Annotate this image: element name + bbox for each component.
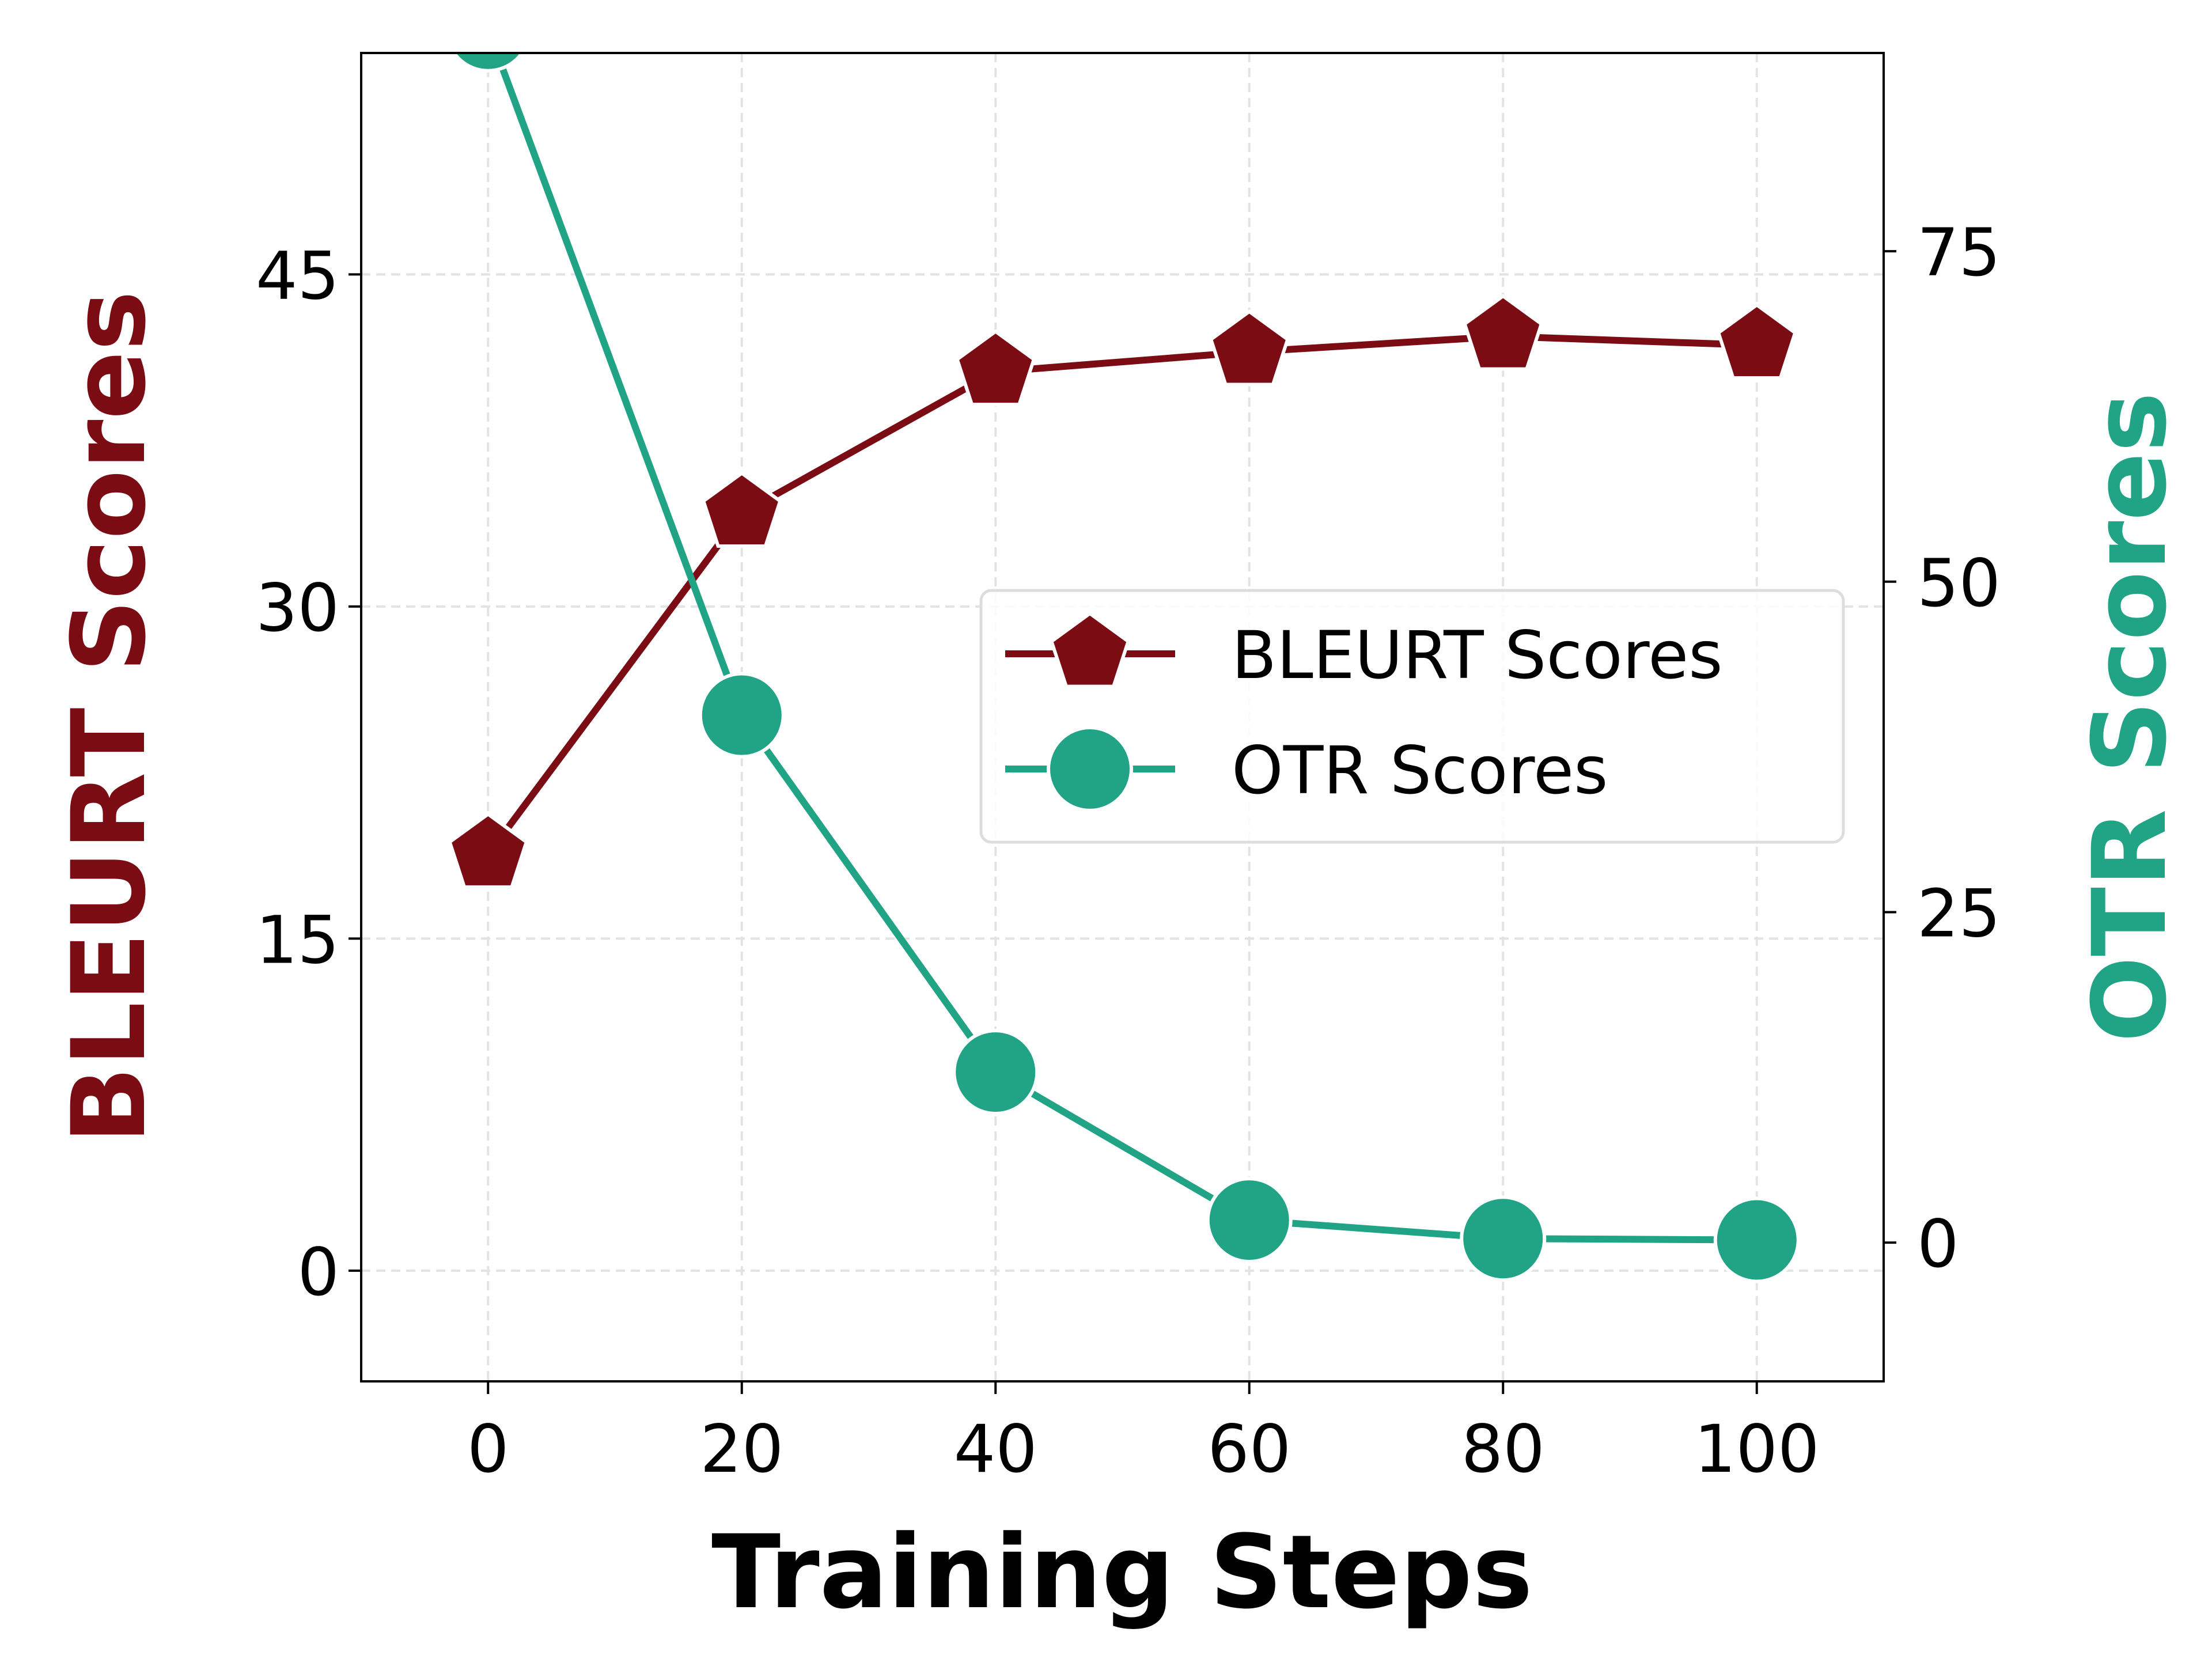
legend-marker-otr xyxy=(1047,726,1133,812)
bleurt-point xyxy=(448,812,529,889)
legend-label-otr: OTR Scores xyxy=(1232,732,1608,809)
legend: BLEURT Scores OTR Scores xyxy=(979,589,1845,844)
y-axis-left-title: BLEURT Scores xyxy=(50,290,168,1143)
y-right-tick-label: 25 xyxy=(1917,875,2001,952)
y-axis-left: 0 15 30 45 xyxy=(256,237,361,1310)
x-tick-label: 40 xyxy=(954,1411,1037,1487)
x-axis: 0 20 40 60 80 100 xyxy=(467,1381,1820,1487)
legend-marker-bleurt xyxy=(1049,611,1131,688)
legend-label-bleurt: BLEURT Scores xyxy=(1232,617,1723,694)
x-tick-label: 100 xyxy=(1694,1411,1820,1487)
legend-box xyxy=(979,589,1845,844)
x-tick-label: 80 xyxy=(1461,1411,1545,1487)
y-left-tick-label: 15 xyxy=(256,902,339,978)
y-axis-right-title: OTR Scores xyxy=(2071,392,2189,1042)
y-right-tick-label: 50 xyxy=(1917,545,2001,622)
y-right-tick-label: 0 xyxy=(1917,1206,1959,1282)
x-tick-label: 60 xyxy=(1207,1411,1291,1487)
y-left-tick-label: 45 xyxy=(256,237,339,314)
bleurt-point xyxy=(955,329,1036,407)
otr-point xyxy=(452,53,524,73)
series-layer xyxy=(448,53,1800,1283)
otr-point xyxy=(1460,1195,1547,1282)
x-axis-title: Training Steps xyxy=(711,1513,1533,1631)
otr-point xyxy=(1206,1177,1293,1264)
otr-point xyxy=(1713,1196,1800,1283)
bleurt-point xyxy=(1716,302,1797,380)
x-tick-label: 0 xyxy=(467,1411,509,1487)
otr-point xyxy=(698,672,785,759)
bleurt-point xyxy=(1209,309,1290,387)
x-tick-label: 20 xyxy=(700,1411,783,1487)
y-left-tick-label: 0 xyxy=(297,1234,339,1310)
otr-point xyxy=(952,1029,1039,1116)
y-right-tick-label: 75 xyxy=(1917,214,2001,291)
y-left-tick-label: 30 xyxy=(256,570,339,646)
y-axis-right: 0 25 50 75 xyxy=(1884,214,2001,1282)
bleurt-point xyxy=(701,471,782,548)
plot-area-frame xyxy=(360,52,1885,1382)
series-line-0 xyxy=(484,332,1760,858)
bleurt-point xyxy=(1463,294,1544,371)
